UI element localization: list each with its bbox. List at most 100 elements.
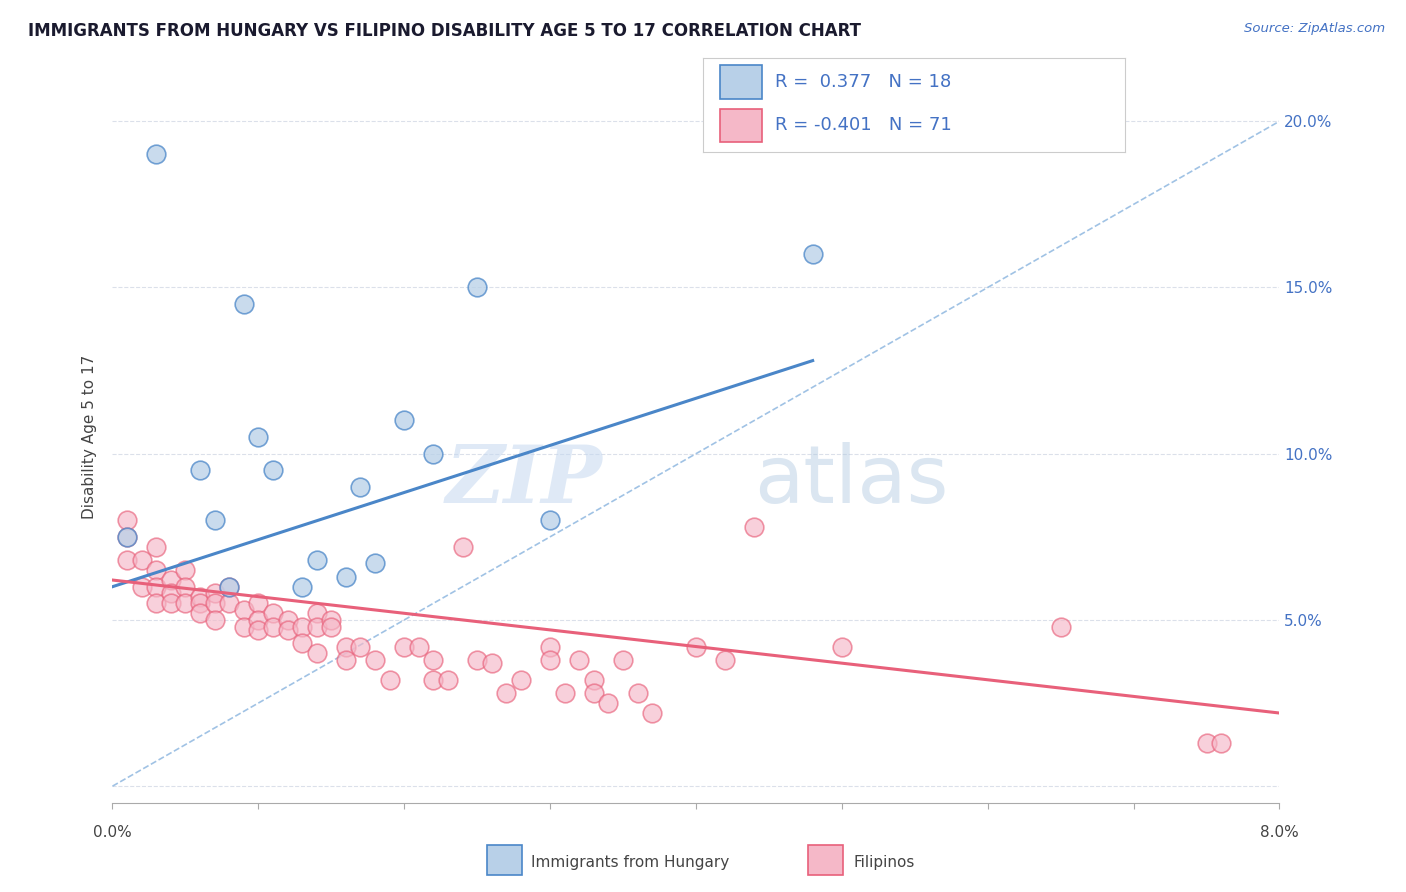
Point [188,463,211,477]
Point [349,480,371,494]
Point [262,619,284,633]
Point [582,673,605,687]
Point [115,553,138,567]
Point [174,563,197,577]
Point [422,653,444,667]
Point [160,586,183,600]
Point [538,640,561,654]
FancyBboxPatch shape [807,845,844,875]
Point [408,640,430,654]
Point [218,580,240,594]
Point [568,653,591,667]
Point [160,596,183,610]
Point [422,447,444,461]
Text: 0.0%: 0.0% [93,825,132,839]
Point [335,640,357,654]
FancyBboxPatch shape [486,845,523,875]
Point [204,613,226,627]
Point [742,520,765,534]
Point [131,553,153,567]
Point [801,247,824,261]
Point [305,646,328,660]
Point [495,686,517,700]
Text: Source: ZipAtlas.com: Source: ZipAtlas.com [1244,22,1385,36]
Point [538,653,561,667]
Point [232,297,254,311]
Point [582,686,605,700]
Point [349,640,371,654]
Point [115,513,138,527]
Point [364,557,387,571]
Point [392,413,416,427]
Point [641,706,664,720]
Text: R = -0.401   N = 71: R = -0.401 N = 71 [775,117,952,135]
Point [509,673,531,687]
Point [626,686,648,700]
Point [465,653,488,667]
Point [335,653,357,667]
Point [204,586,226,600]
Point [218,596,240,610]
Point [218,580,240,594]
Point [247,613,270,627]
Point [612,653,634,667]
Point [145,596,167,610]
Point [262,607,284,621]
Point [247,623,270,637]
Point [145,147,167,161]
Y-axis label: Disability Age 5 to 17: Disability Age 5 to 17 [82,355,97,519]
Point [305,607,328,621]
Point [451,540,474,554]
Point [145,563,167,577]
Point [115,530,138,544]
Point [145,540,167,554]
Point [188,607,211,621]
Point [321,619,343,633]
Point [276,623,298,637]
Text: 8.0%: 8.0% [1260,825,1299,839]
Point [262,463,284,477]
Point [276,613,298,627]
Point [422,673,444,687]
Point [232,603,254,617]
Point [145,580,167,594]
FancyBboxPatch shape [720,109,762,142]
Point [188,596,211,610]
Point [437,673,460,687]
Point [481,656,503,670]
Point [291,619,314,633]
Point [1209,736,1232,750]
Point [305,553,328,567]
Point [1195,736,1218,750]
Point [714,653,737,667]
Text: IMMIGRANTS FROM HUNGARY VS FILIPINO DISABILITY AGE 5 TO 17 CORRELATION CHART: IMMIGRANTS FROM HUNGARY VS FILIPINO DISA… [28,22,860,40]
Point [364,653,387,667]
Point [335,570,357,584]
Text: R =  0.377   N = 18: R = 0.377 N = 18 [775,73,950,91]
Point [554,686,576,700]
Point [188,590,211,604]
Point [174,596,197,610]
Point [378,673,401,687]
Point [247,596,270,610]
Point [598,696,620,710]
Text: Filipinos: Filipinos [853,855,915,870]
Point [321,613,343,627]
Point [291,636,314,650]
FancyBboxPatch shape [720,65,762,99]
Point [247,430,270,444]
Point [305,619,328,633]
Point [131,580,153,594]
Point [1049,619,1071,633]
Text: atlas: atlas [754,442,949,520]
Point [204,596,226,610]
Text: Immigrants from Hungary: Immigrants from Hungary [531,855,730,870]
Point [538,513,561,527]
Point [174,580,197,594]
Point [232,619,254,633]
Point [115,530,138,544]
Point [204,513,226,527]
Point [685,640,707,654]
Point [831,640,853,654]
Point [160,573,183,587]
